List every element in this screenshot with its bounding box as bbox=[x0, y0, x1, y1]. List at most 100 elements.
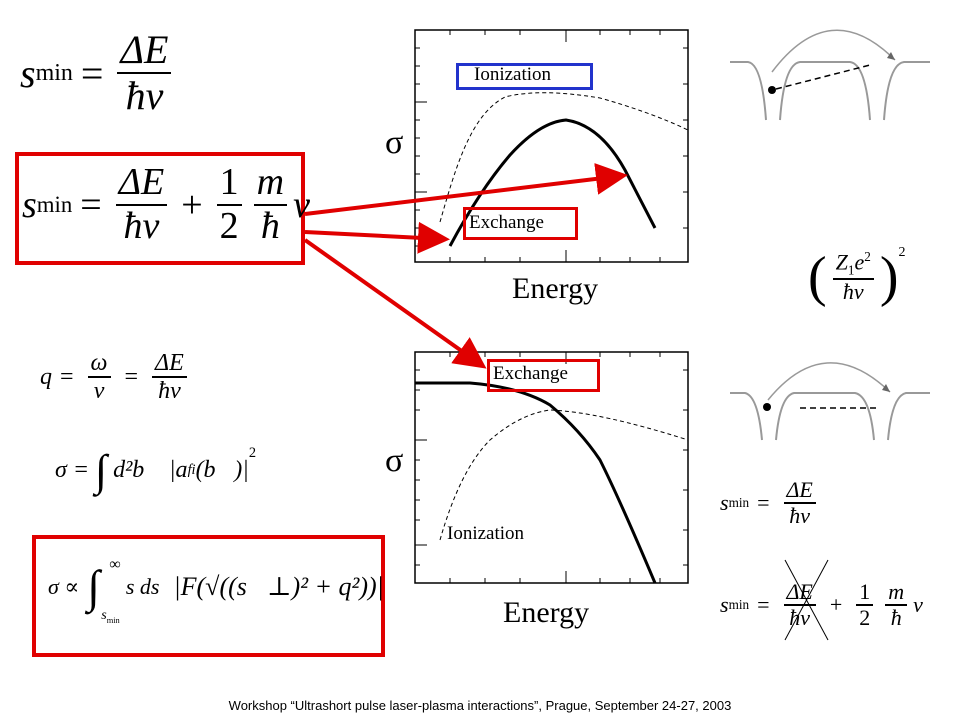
curve-label: Exchange bbox=[493, 363, 568, 384]
y-axis-label: σ bbox=[385, 124, 404, 161]
formula-part: = bbox=[80, 50, 104, 96]
label-box bbox=[463, 207, 578, 240]
x-axis-label: Energy bbox=[503, 596, 590, 629]
formula-part: 1 bbox=[216, 161, 242, 206]
arrows bbox=[303, 162, 628, 369]
formula-part: ħv bbox=[125, 73, 164, 118]
decoration bbox=[767, 362, 891, 401]
formula-part: Z bbox=[835, 249, 848, 275]
decoration: ∫ ∞ smin bbox=[87, 556, 120, 625]
formula-part: s bbox=[20, 50, 36, 96]
formula-part: ħv bbox=[789, 605, 811, 631]
formula-part: ħ bbox=[890, 605, 902, 631]
particle bbox=[763, 403, 771, 411]
decoration: ΔE ħv bbox=[152, 350, 187, 405]
ionization-curve bbox=[439, 409, 689, 541]
formula-part: ) bbox=[879, 246, 899, 308]
transition bbox=[775, 64, 871, 90]
exchange-curve bbox=[448, 118, 657, 247]
x-axis-label: Energy bbox=[512, 272, 599, 305]
curve-label: Ionization bbox=[447, 523, 525, 544]
formula-part: s bbox=[720, 490, 729, 516]
formula-part: min bbox=[728, 597, 750, 613]
label-box bbox=[456, 63, 593, 90]
formula-part: 2 bbox=[864, 248, 871, 264]
exchange-curve bbox=[415, 381, 657, 584]
formula-part: ħv bbox=[789, 503, 811, 529]
formula-part: m bbox=[885, 579, 908, 607]
formula-part: ∞ bbox=[109, 556, 121, 573]
decoration bbox=[730, 392, 930, 441]
formula-part: ω bbox=[87, 350, 111, 379]
formula-part: + bbox=[829, 592, 843, 618]
arrow-head bbox=[882, 384, 890, 392]
formula-part: min bbox=[106, 615, 120, 625]
formula-part: σ ∝ bbox=[48, 573, 80, 599]
formula-part: q bbox=[40, 363, 52, 390]
formula-part: 1 bbox=[856, 579, 874, 607]
formula-part: = bbox=[60, 363, 74, 390]
formula-part: ΔE bbox=[783, 579, 816, 607]
formula: σ ∝ ∫ ∞ smin s ds |F(√((s⃗⊥)² + q²))| bbox=[48, 556, 384, 625]
plot-frame bbox=[414, 29, 689, 263]
formula-part: min bbox=[36, 191, 73, 217]
decoration bbox=[415, 352, 688, 583]
formula-part: d²b⃗ |a bbox=[113, 457, 188, 483]
formula: s min = ΔE ħv bbox=[20, 28, 177, 118]
y-axis-label: σ bbox=[385, 442, 404, 479]
potential-wells bbox=[730, 29, 930, 441]
decoration: ΔE ħv bbox=[115, 161, 168, 248]
formula-part: ΔE bbox=[783, 477, 816, 505]
formula-part: ( bbox=[808, 246, 827, 308]
decoration bbox=[303, 238, 487, 369]
formula-part: ΔE bbox=[152, 350, 187, 379]
formula-part: s bbox=[720, 592, 729, 618]
formula-part: s bbox=[101, 608, 107, 623]
decoration bbox=[730, 61, 930, 121]
arrow-head bbox=[887, 52, 895, 60]
decoration bbox=[304, 162, 628, 216]
curve-label: Exchange bbox=[469, 212, 544, 233]
decoration bbox=[304, 221, 450, 254]
highlight-box bbox=[15, 152, 305, 265]
formula-part: min bbox=[35, 59, 73, 86]
formula-part: s ds bbox=[125, 573, 160, 599]
decoration bbox=[771, 29, 896, 73]
formula-part: v bbox=[293, 183, 310, 226]
formula-part: = bbox=[757, 490, 770, 516]
decoration: Z1e2 bbox=[832, 248, 874, 281]
decoration: ΔE ħv bbox=[783, 477, 816, 529]
formula-part: ΔE bbox=[117, 28, 172, 74]
formula-part: (b⃗)| bbox=[195, 457, 249, 483]
formula-part: m bbox=[253, 161, 288, 206]
plot-frame bbox=[414, 351, 689, 584]
formula: s min = ΔE ħv bbox=[720, 477, 822, 529]
ionization-curve bbox=[439, 92, 689, 223]
formula-part: ΔE bbox=[115, 161, 168, 206]
formula-part: σ = bbox=[55, 457, 90, 483]
footer: Workshop “Ultrashort pulse laser-plasma … bbox=[229, 698, 732, 713]
formula-part: ∫ bbox=[95, 446, 108, 495]
curve-label: Ionization bbox=[474, 64, 552, 85]
formula-part: 2 bbox=[248, 445, 257, 461]
formula: ( Z1e2 ħv ) 2 bbox=[808, 245, 906, 309]
formula-part: 2 bbox=[219, 204, 239, 247]
formula-part: + bbox=[181, 183, 203, 226]
formula-part: 2 bbox=[859, 605, 871, 631]
cross bbox=[784, 559, 829, 641]
formula-part: e bbox=[854, 249, 865, 275]
decoration: ΔE ħv bbox=[783, 579, 816, 631]
formula-part: ∫ bbox=[87, 561, 100, 612]
formula-part: v bbox=[93, 378, 105, 405]
formula-part: ħv bbox=[158, 378, 181, 405]
formula-part: |F(√((s⃗⊥)² + q²))| bbox=[173, 571, 384, 601]
formula-part: = bbox=[757, 592, 770, 618]
